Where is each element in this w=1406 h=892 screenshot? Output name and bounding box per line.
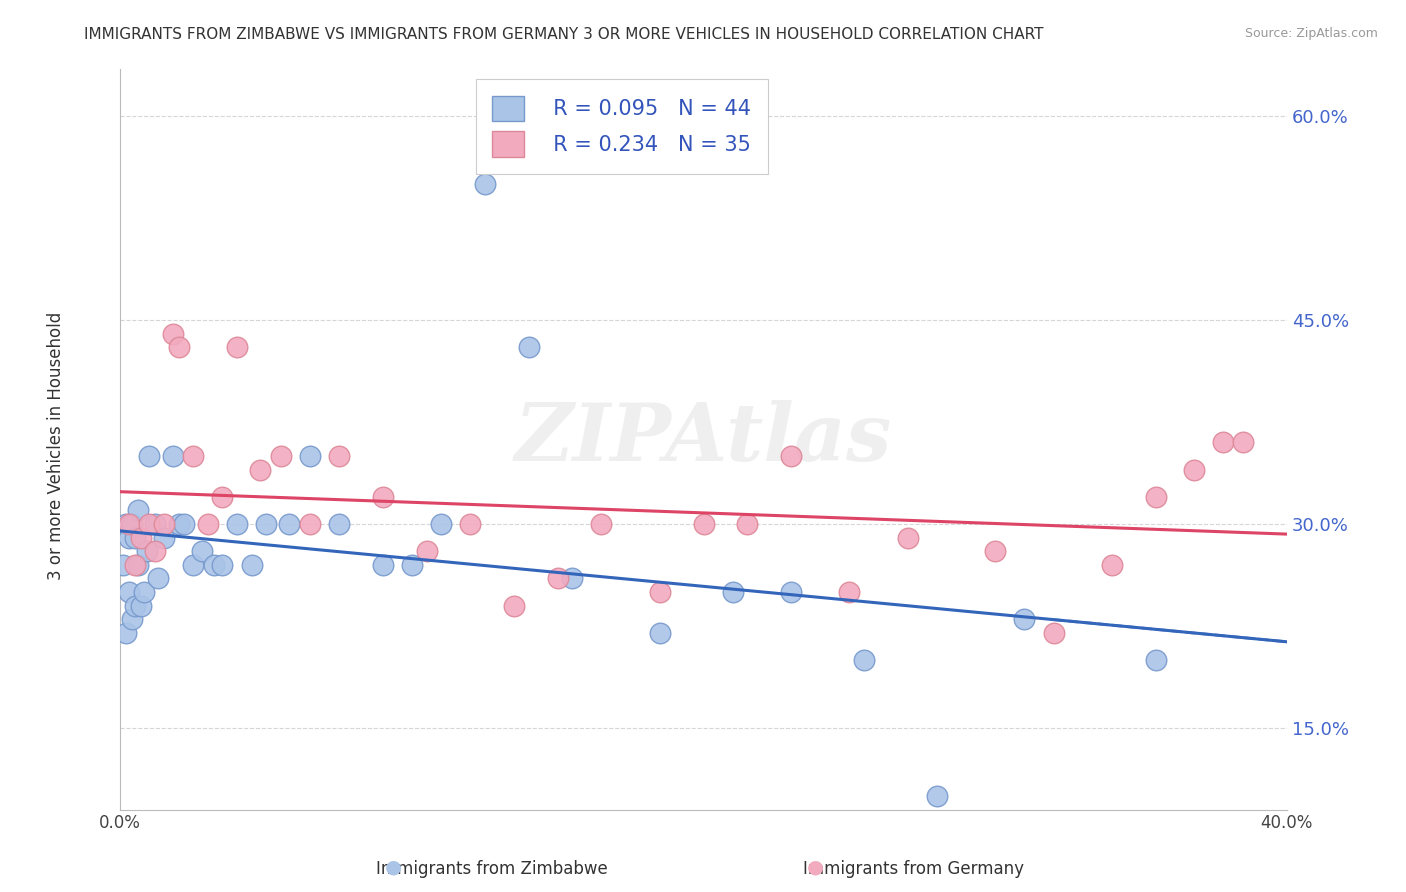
Point: [328, 516, 350, 531]
Point: [780, 449, 803, 463]
Point: [132, 585, 155, 599]
Point: [648, 625, 671, 640]
Text: ZIPAtlas: ZIPAtlas: [515, 401, 893, 478]
Point: [127, 503, 149, 517]
Point: [503, 599, 526, 613]
Point: [153, 531, 176, 545]
Point: [1042, 625, 1064, 640]
Legend:   R = 0.095   N = 44,   R = 0.234   N = 35: R = 0.095 N = 44, R = 0.234 N = 35: [475, 78, 768, 174]
Point: [1144, 653, 1167, 667]
Point: [181, 558, 204, 572]
Point: [401, 558, 423, 572]
Point: [474, 177, 496, 191]
Point: [270, 449, 292, 463]
Point: [127, 558, 149, 572]
Point: [648, 585, 671, 599]
Point: [226, 340, 249, 354]
Point: [124, 531, 146, 545]
Point: [925, 789, 948, 803]
Text: Immigrants from Zimbabwe: Immigrants from Zimbabwe: [377, 860, 607, 878]
Point: [138, 516, 160, 531]
Point: [458, 516, 481, 531]
Point: [118, 516, 141, 531]
Point: [430, 516, 453, 531]
Point: [143, 516, 166, 531]
Point: [240, 558, 263, 572]
Point: [897, 531, 920, 545]
Point: [197, 516, 219, 531]
Point: [1144, 490, 1167, 504]
Point: [328, 449, 350, 463]
Point: [721, 585, 744, 599]
Text: ●: ●: [807, 857, 824, 876]
Text: IMMIGRANTS FROM ZIMBABWE VS IMMIGRANTS FROM GERMANY 3 OR MORE VEHICLES IN HOUSEH: IMMIGRANTS FROM ZIMBABWE VS IMMIGRANTS F…: [84, 27, 1043, 42]
Point: [415, 544, 437, 558]
Point: [1101, 558, 1123, 572]
Point: [249, 462, 271, 476]
Point: [1182, 462, 1205, 476]
Point: [226, 516, 249, 531]
Point: [1014, 612, 1036, 626]
Point: [561, 571, 583, 585]
Point: [115, 625, 138, 640]
Point: [162, 449, 184, 463]
Point: [371, 558, 394, 572]
Point: [135, 544, 157, 558]
Point: [517, 340, 540, 354]
Point: [984, 544, 1007, 558]
Point: [852, 653, 875, 667]
Point: [129, 599, 152, 613]
Text: Source: ZipAtlas.com: Source: ZipAtlas.com: [1244, 27, 1378, 40]
Point: [780, 585, 803, 599]
Text: ●: ●: [385, 857, 402, 876]
Point: [121, 516, 143, 531]
Point: [121, 612, 143, 626]
Point: [162, 326, 184, 341]
Point: [124, 558, 146, 572]
Point: [254, 516, 277, 531]
Point: [173, 516, 195, 531]
Point: [129, 531, 152, 545]
Point: [737, 516, 759, 531]
Point: [181, 449, 204, 463]
Point: [211, 558, 233, 572]
Point: [211, 490, 233, 504]
Point: [138, 449, 160, 463]
Point: [115, 516, 138, 531]
Text: 3 or more Vehicles in Household: 3 or more Vehicles in Household: [48, 312, 65, 580]
Point: [153, 516, 176, 531]
Point: [118, 531, 141, 545]
Point: [148, 571, 170, 585]
Point: [692, 516, 714, 531]
Point: [298, 516, 321, 531]
Point: [112, 558, 135, 572]
Point: [167, 516, 190, 531]
Point: [143, 544, 166, 558]
Point: [191, 544, 214, 558]
Point: [1212, 435, 1234, 450]
Point: [591, 516, 613, 531]
Point: [298, 449, 321, 463]
Point: [371, 490, 394, 504]
Point: [202, 558, 225, 572]
Point: [278, 516, 301, 531]
Point: [1232, 435, 1254, 450]
Point: [167, 340, 190, 354]
Point: [838, 585, 860, 599]
Point: [124, 599, 146, 613]
Point: [118, 585, 141, 599]
Text: Immigrants from Germany: Immigrants from Germany: [803, 860, 1025, 878]
Point: [547, 571, 569, 585]
